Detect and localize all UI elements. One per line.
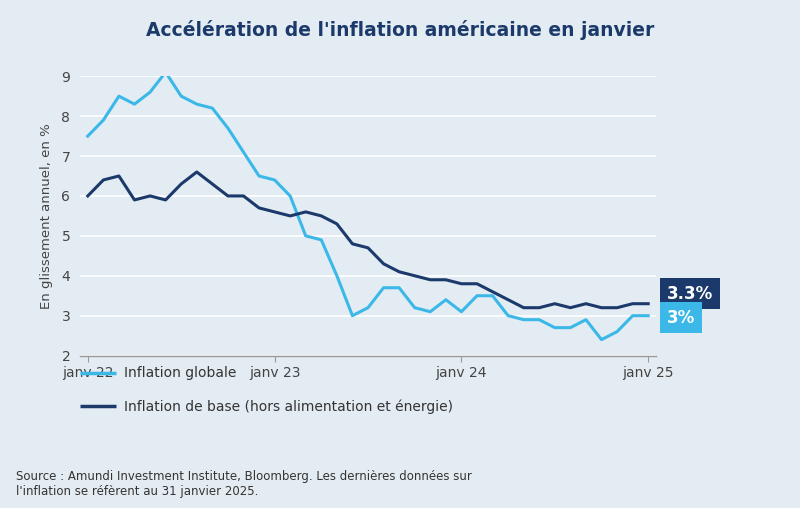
Text: 3.3%: 3.3% (667, 284, 713, 303)
Text: Accélération de l'inflation américaine en janvier: Accélération de l'inflation américaine e… (146, 20, 654, 40)
Text: 3%: 3% (667, 309, 695, 327)
Text: Source : Amundi Investment Institute, Bloomberg. Les dernières données sur
l'inf: Source : Amundi Investment Institute, Bl… (16, 470, 472, 498)
Text: Inflation de base (hors alimentation et énergie): Inflation de base (hors alimentation et … (124, 399, 453, 414)
Text: Inflation globale: Inflation globale (124, 366, 236, 380)
Y-axis label: En glissement annuel, en %: En glissement annuel, en % (40, 123, 53, 309)
